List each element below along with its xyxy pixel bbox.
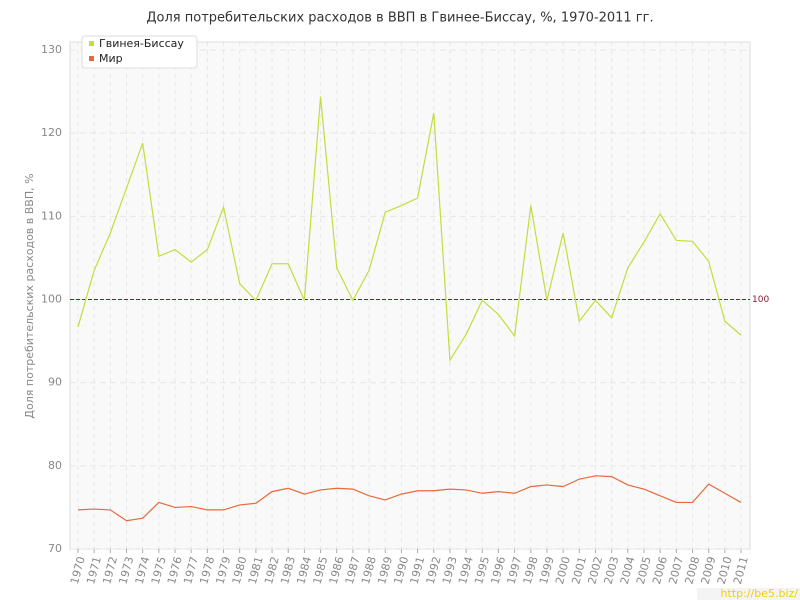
y-tick-label: 110 <box>41 209 62 222</box>
y-tick-label: 70 <box>48 542 62 555</box>
reference-label: 100 <box>752 295 769 305</box>
legend-box <box>81 35 198 69</box>
watermark: http://be5.biz/ <box>721 587 799 600</box>
y-tick-label: 120 <box>41 126 62 139</box>
y-axis-label: Доля потребительских расходов в ВВП, % <box>23 173 36 418</box>
legend-swatch <box>89 41 94 46</box>
chart-title: Доля потребительских расходов в ВВП в Гв… <box>146 11 653 26</box>
legend-swatch <box>89 56 94 61</box>
legend-label: Гвинея-Биссау <box>99 37 184 50</box>
y-tick-label: 100 <box>41 293 62 306</box>
plot-area <box>69 41 751 550</box>
series-line <box>77 96 742 363</box>
watermark-bg <box>697 588 800 600</box>
y-tick-label: 130 <box>41 43 62 56</box>
series-line <box>77 475 742 522</box>
legend-label: Мир <box>99 52 123 65</box>
y-tick-label: 90 <box>48 376 62 389</box>
y-tick-label: 80 <box>48 459 62 472</box>
